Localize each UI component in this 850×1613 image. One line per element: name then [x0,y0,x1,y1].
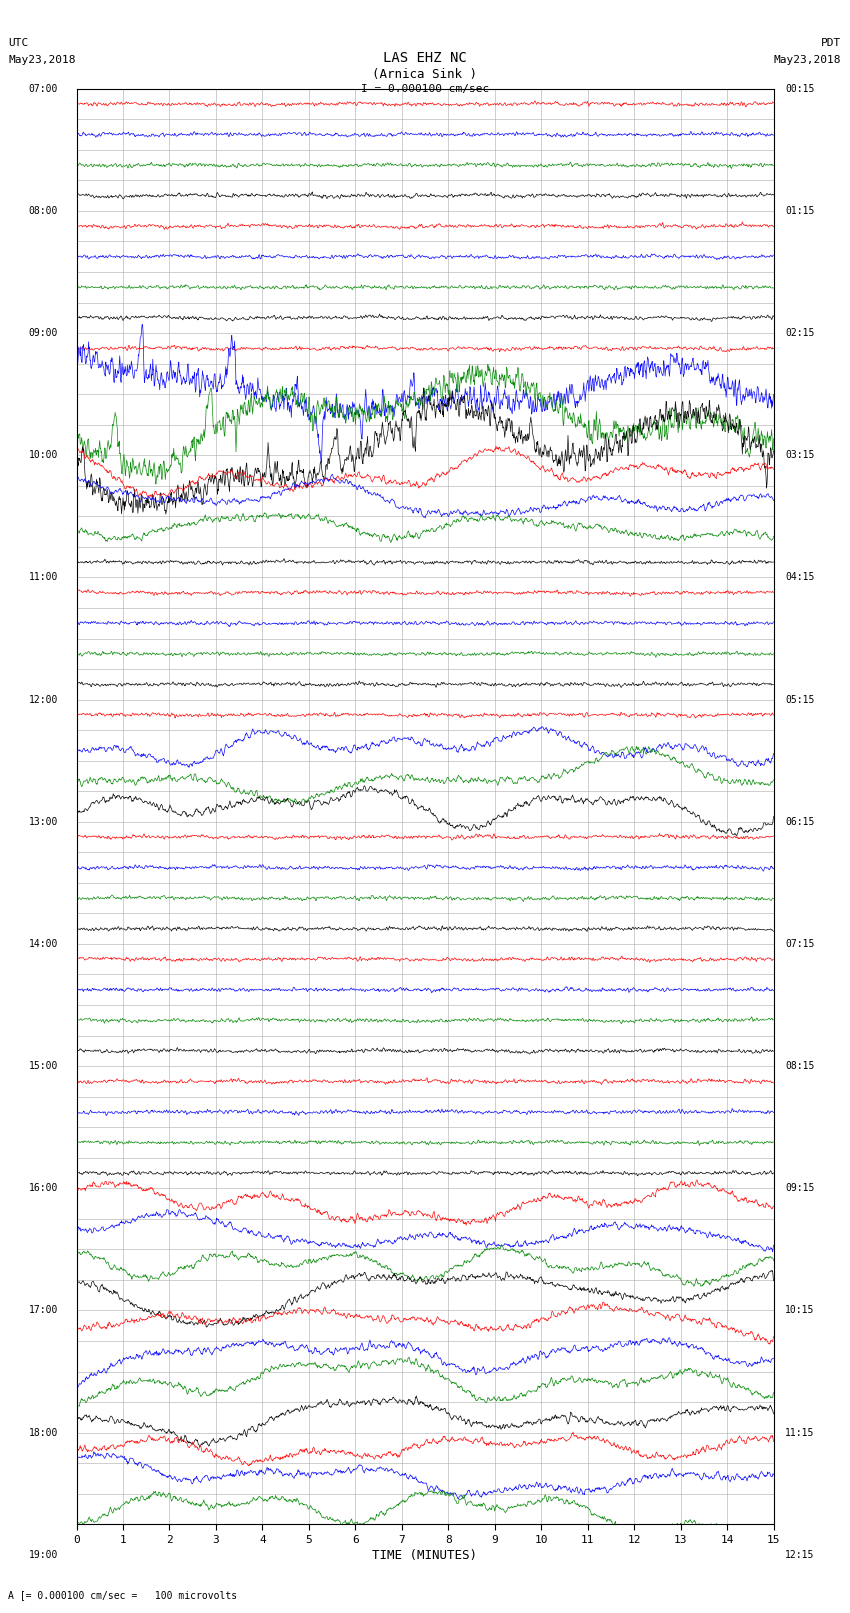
Text: (Arnica Sink ): (Arnica Sink ) [372,68,478,81]
Text: A [= 0.000100 cm/sec =   100 microvolts: A [= 0.000100 cm/sec = 100 microvolts [8,1590,238,1600]
Text: 08:15: 08:15 [785,1061,814,1071]
Text: PDT: PDT [821,39,842,48]
Text: 17:00: 17:00 [29,1305,58,1316]
Text: I = 0.000100 cm/sec: I = 0.000100 cm/sec [361,84,489,94]
Text: 03:15: 03:15 [785,450,814,460]
Text: 12:00: 12:00 [29,695,58,705]
Text: 12:15: 12:15 [785,1550,814,1560]
Text: 10:15: 10:15 [785,1305,814,1316]
Text: 18:00: 18:00 [29,1428,58,1437]
Text: 06:15: 06:15 [785,816,814,827]
Text: 09:15: 09:15 [785,1184,814,1194]
Text: 19:00: 19:00 [29,1550,58,1560]
Text: 07:15: 07:15 [785,939,814,948]
Text: May23,2018: May23,2018 [774,55,842,65]
Text: 00:15: 00:15 [785,84,814,94]
Text: 15:00: 15:00 [29,1061,58,1071]
Text: 14:00: 14:00 [29,939,58,948]
Text: 10:00: 10:00 [29,450,58,460]
Text: 13:00: 13:00 [29,816,58,827]
Text: May23,2018: May23,2018 [8,55,76,65]
Text: 11:00: 11:00 [29,573,58,582]
Text: 16:00: 16:00 [29,1184,58,1194]
Text: 01:15: 01:15 [785,206,814,216]
X-axis label: TIME (MINUTES): TIME (MINUTES) [372,1548,478,1561]
Text: 07:00: 07:00 [29,84,58,94]
Text: 05:15: 05:15 [785,695,814,705]
Text: UTC: UTC [8,39,29,48]
Text: 11:15: 11:15 [785,1428,814,1437]
Text: 02:15: 02:15 [785,327,814,339]
Text: 09:00: 09:00 [29,327,58,339]
Text: 08:00: 08:00 [29,206,58,216]
Text: LAS EHZ NC: LAS EHZ NC [383,50,467,65]
Text: 04:15: 04:15 [785,573,814,582]
